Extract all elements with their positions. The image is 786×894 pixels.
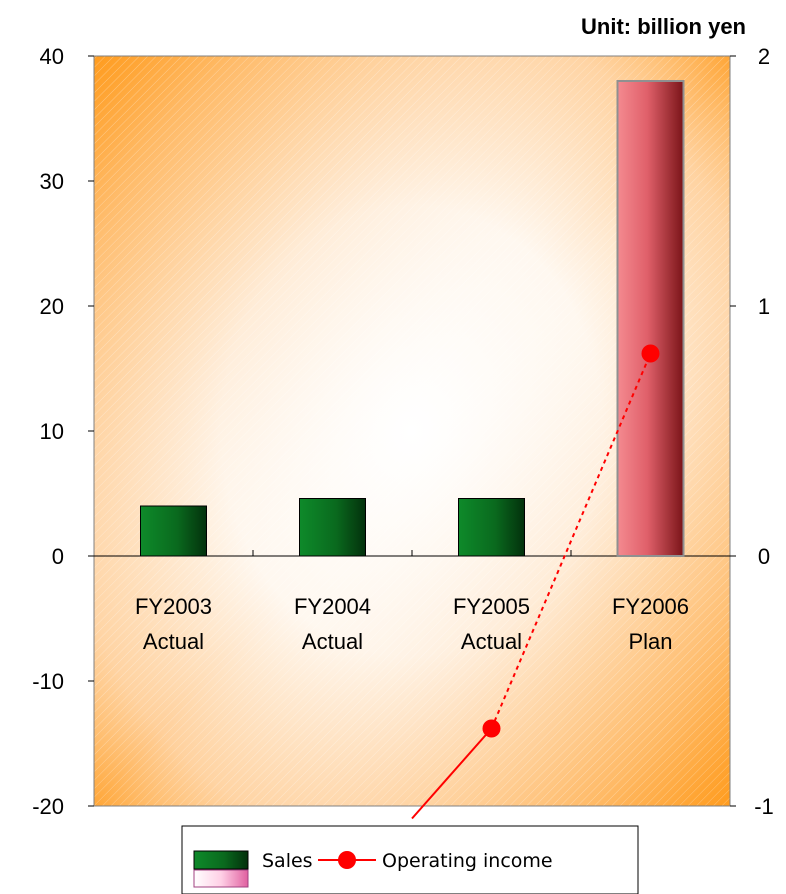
category-label: Actual xyxy=(302,629,363,654)
unit-label: Unit: billion yen xyxy=(581,14,746,39)
left-axis-tick-label: 20 xyxy=(40,294,64,319)
left-axis: 40 30 20 10 0 -10 -20 xyxy=(32,44,94,819)
category-label: Actual xyxy=(143,629,204,654)
left-axis-tick-label: 40 xyxy=(40,44,64,69)
right-axis-tick-label: 1 xyxy=(758,294,770,319)
bars xyxy=(140,80,685,557)
category-labels: FY2003 Actual FY2004 Actual FY2005 Actual FY20… xyxy=(135,594,689,654)
bar-sales xyxy=(458,498,525,557)
right-axis-tick-label: 0 xyxy=(758,544,770,569)
bar-sales xyxy=(299,498,366,557)
left-axis-tick-label: -20 xyxy=(32,794,64,819)
right-axis-tick-label: -1 xyxy=(754,794,774,819)
legend: Sales Operating income xyxy=(181,825,639,894)
operating-income-line xyxy=(411,344,660,820)
category-label: FY2005 xyxy=(453,594,530,619)
legend-box xyxy=(181,825,639,894)
left-axis-tick-label: 0 xyxy=(52,544,64,569)
line-marker xyxy=(482,719,501,738)
line-segment-dashed xyxy=(490,353,652,729)
bar-sales xyxy=(140,505,207,557)
bar-plan xyxy=(616,80,685,557)
legend-sales-label: Sales xyxy=(262,850,313,872)
left-axis-tick-label: -10 xyxy=(32,669,64,694)
category-label: FY2006 xyxy=(612,594,689,619)
left-axis-tick-label: 10 xyxy=(40,419,64,444)
legend-plan-swatch xyxy=(193,869,249,888)
category-label: Actual xyxy=(461,629,522,654)
legend-sales-swatch xyxy=(193,850,249,870)
right-axis-tick-label: 2 xyxy=(758,44,770,69)
legend-line-marker xyxy=(338,851,356,869)
category-label: FY2003 xyxy=(135,594,212,619)
left-axis-tick-label: 30 xyxy=(40,169,64,194)
legend-income-label: Operating income xyxy=(382,850,553,872)
right-axis: 2 1 0 -1 xyxy=(730,44,774,819)
line-marker xyxy=(641,344,660,363)
category-label: FY2004 xyxy=(294,594,371,619)
line-segment xyxy=(411,727,493,820)
category-label: Plan xyxy=(628,629,672,654)
